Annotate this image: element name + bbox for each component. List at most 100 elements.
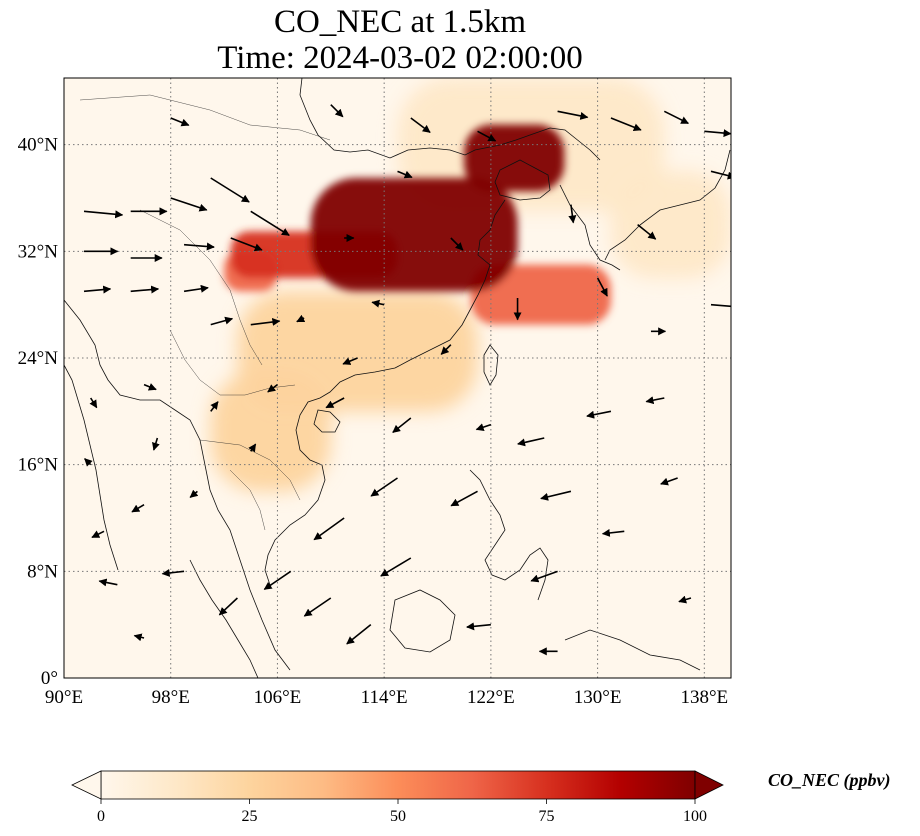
wind-arrow	[568, 204, 577, 224]
wind-arrow	[248, 443, 257, 453]
y-tick-label: 0°	[41, 668, 58, 689]
wind-arrow	[540, 490, 572, 501]
wind-arrow	[325, 397, 345, 409]
wind-arrow	[397, 170, 413, 179]
plume-korea-northeast	[464, 124, 565, 192]
colorbar-tick-label: 0	[97, 808, 105, 825]
wind-arrow	[98, 578, 118, 587]
wind-arrow	[161, 568, 185, 577]
wind-arrow	[645, 396, 665, 405]
concentration-core	[224, 124, 611, 325]
wind-arrow	[296, 314, 306, 323]
wind-arrow	[601, 528, 625, 537]
wind-arrow	[637, 224, 657, 240]
wind-arrow	[263, 570, 292, 590]
wind-arrow	[704, 129, 731, 138]
chart-subtitle: Time: 2024-03-02 02:00:00	[217, 40, 583, 76]
wind-arrow	[477, 130, 497, 142]
wind-arrow	[131, 503, 145, 513]
wind-arrow	[303, 597, 332, 617]
colorbar-label: CO_NEC (ppbv)	[768, 770, 891, 790]
x-axis-ticks: 90°E 98°E 106°E 114°E 122°E 130°E 138°E	[45, 687, 728, 708]
wind-arrow	[267, 384, 278, 393]
wind-arrow	[466, 622, 491, 631]
x-tick-label: 106°E	[254, 687, 302, 708]
wind-arrow	[183, 242, 215, 251]
wind-arrow	[313, 517, 345, 541]
wind-arrow	[660, 477, 678, 486]
colorbar-body	[100, 770, 696, 800]
plume-east-china-sea-arc	[470, 264, 611, 325]
plume-japan-plume	[610, 171, 731, 278]
colorbar-tick-label: 25	[242, 808, 258, 825]
wind-arrow	[210, 316, 234, 326]
wind-arrow	[530, 570, 558, 583]
colorbar: 0 25 50 75 100	[71, 770, 724, 825]
wind-arrow	[517, 437, 545, 447]
map-area	[64, 78, 731, 678]
wind-arrow	[170, 197, 208, 212]
wind-arrow	[250, 317, 281, 326]
y-tick-label: 40°N	[18, 135, 59, 156]
wind-vectors	[83, 104, 731, 656]
colorbar-tick-label: 75	[539, 808, 555, 825]
wind-arrow	[330, 104, 344, 118]
wind-arrow	[189, 489, 199, 498]
colorbar-extend-low	[71, 770, 102, 800]
wind-arrow	[152, 437, 160, 451]
wind-arrow	[83, 285, 112, 294]
wind-arrow	[83, 210, 124, 219]
wind-arrow	[710, 303, 731, 308]
wind-arrow	[380, 557, 412, 577]
wind-arrow	[663, 110, 690, 125]
wind-arrow	[133, 633, 145, 642]
x-tick-label: 138°E	[680, 687, 728, 708]
x-tick-label: 98°E	[152, 687, 190, 708]
wind-arrow	[557, 110, 589, 120]
wind-arrow	[170, 117, 190, 127]
y-tick-label: 16°N	[18, 455, 59, 476]
wind-arrow	[342, 357, 358, 365]
wind-arrow	[440, 344, 452, 355]
wind-arrow	[218, 597, 238, 616]
wind-arrow	[143, 383, 157, 391]
colorbar-ticks: 0 25 50 75 100	[97, 799, 707, 825]
map-frame	[63, 77, 732, 679]
colorbar-tick-label: 100	[683, 808, 707, 825]
plume-south-china	[237, 291, 478, 412]
wind-arrow	[89, 397, 98, 409]
x-tick-label: 114°E	[361, 687, 408, 708]
wind-arrow	[371, 299, 385, 308]
wind-arrow	[183, 284, 209, 293]
x-tick-label: 130°E	[574, 687, 622, 708]
y-tick-label: 32°N	[18, 241, 59, 262]
wind-arrow	[250, 210, 290, 237]
y-axis-ticks: 0° 8°N 16°N 24°N 32°N 40°N	[18, 135, 59, 689]
wind-arrow	[450, 490, 478, 507]
wind-arrow	[392, 417, 412, 434]
wind-arrow	[230, 237, 263, 252]
wind-arrow	[210, 177, 250, 203]
wind-arrow	[678, 595, 692, 604]
wind-arrow	[586, 410, 612, 419]
wind-arrow	[210, 401, 219, 412]
x-tick-label: 122°E	[467, 687, 515, 708]
wind-arrow	[596, 277, 608, 297]
plume-north-china-core	[310, 178, 518, 292]
wind-arrow	[610, 117, 642, 132]
y-tick-label: 8°N	[27, 561, 58, 582]
wind-arrow	[475, 423, 492, 431]
x-tick-label: 90°E	[45, 687, 83, 708]
chart-title: CO_NEC at 1.5km	[273, 4, 527, 40]
wind-arrow	[370, 477, 398, 497]
wind-arrow	[346, 624, 372, 645]
colorbar-extend-high	[694, 770, 724, 800]
wind-arrow	[450, 237, 464, 251]
wind-arrow	[84, 458, 93, 467]
colorbar-tick-label: 50	[390, 808, 406, 825]
wind-arrow	[130, 285, 160, 294]
wind-arrow	[91, 530, 105, 539]
y-tick-label: 24°N	[18, 348, 59, 369]
wind-arrow	[410, 117, 431, 134]
